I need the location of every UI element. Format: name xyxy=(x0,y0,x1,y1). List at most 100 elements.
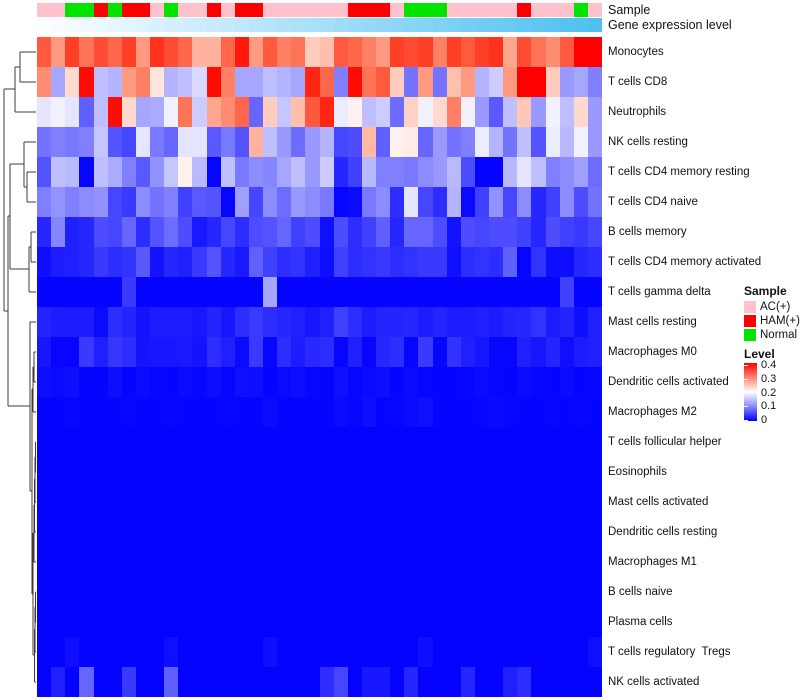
heatmap-cell xyxy=(135,607,150,637)
heatmap-cell xyxy=(418,367,433,397)
heatmap-cell xyxy=(263,577,278,607)
sample-annotation-cell xyxy=(192,3,207,17)
heatmap-cell xyxy=(192,37,207,67)
dendrogram-branch xyxy=(35,591,36,623)
heatmap-cell xyxy=(220,187,235,217)
heatmap-cell xyxy=(559,517,574,547)
heatmap-cell xyxy=(291,277,306,307)
heatmap-cell xyxy=(432,127,447,157)
heatmap-cell xyxy=(150,247,165,277)
heatmap-cell xyxy=(446,217,461,247)
row-label: Macrophages M2 xyxy=(608,406,697,418)
heatmap-cell xyxy=(347,427,362,457)
heatmap-cell xyxy=(107,337,122,367)
heatmap-cell xyxy=(220,127,235,157)
heatmap-cell xyxy=(192,187,207,217)
heatmap-cell xyxy=(559,487,574,517)
heatmap-cell xyxy=(93,217,108,247)
heatmap-cell xyxy=(545,247,560,277)
gene-annotation-cell xyxy=(51,18,66,32)
heatmap-cell xyxy=(277,457,292,487)
heatmap-cell xyxy=(51,307,66,337)
heatmap-cell xyxy=(474,487,489,517)
heatmap-cell xyxy=(192,97,207,127)
heatmap-cell xyxy=(150,157,165,187)
heatmap-cell xyxy=(517,607,532,637)
heatmap-cell xyxy=(107,67,122,97)
heatmap-cell xyxy=(121,637,136,667)
heatmap-cell xyxy=(503,397,518,427)
sample-annotation-cell xyxy=(404,3,419,17)
heatmap-cell xyxy=(333,397,348,427)
heatmap-cell xyxy=(121,37,136,67)
heatmap-cell xyxy=(234,187,249,217)
heatmap-cell xyxy=(121,457,136,487)
legend-sample-items: AC(+) HAM(+) Normal xyxy=(744,300,800,341)
heatmap-cell xyxy=(376,307,391,337)
sample-annotation-cell xyxy=(418,3,433,17)
heatmap-cell xyxy=(446,157,461,187)
heatmap-cell xyxy=(206,127,221,157)
heatmap-cell xyxy=(51,157,66,187)
heatmap-cell xyxy=(277,397,292,427)
heatmap-cell xyxy=(220,97,235,127)
heatmap-cell xyxy=(220,247,235,277)
heatmap-cell xyxy=(93,427,108,457)
heatmap-cell xyxy=(135,337,150,367)
heatmap-cell xyxy=(65,187,80,217)
heatmap-cell xyxy=(178,337,193,367)
heatmap-cell xyxy=(573,217,588,247)
heatmap-cell xyxy=(531,187,546,217)
heatmap-cell xyxy=(305,367,320,397)
heatmap-cell xyxy=(503,487,518,517)
heatmap-cell xyxy=(305,487,320,517)
heatmap-cell xyxy=(517,637,532,667)
sample-annotation-bar xyxy=(37,3,602,17)
heatmap-cell xyxy=(432,247,447,277)
heatmap-cell xyxy=(489,577,504,607)
gene-annotation-cell xyxy=(65,18,80,32)
heatmap-cell xyxy=(432,337,447,367)
level-tick-label: 0.1 xyxy=(761,400,777,413)
heatmap-cell xyxy=(192,127,207,157)
heatmap-cell xyxy=(376,427,391,457)
heatmap-cell xyxy=(319,217,334,247)
row-label: T cells CD4 naive xyxy=(608,196,698,208)
row-label: T cells gamma delta xyxy=(608,286,711,298)
heatmap-cell xyxy=(390,277,405,307)
row-label: B cells naive xyxy=(608,586,673,598)
gene-annotation-cell xyxy=(531,18,546,32)
heatmap-cell xyxy=(545,127,560,157)
heatmap-cell xyxy=(573,397,588,427)
heatmap-cell xyxy=(517,157,532,187)
heatmap-cell xyxy=(489,517,504,547)
heatmap-cell xyxy=(234,217,249,247)
dendrogram-branch xyxy=(19,51,36,83)
heatmap-cell xyxy=(65,217,80,247)
heatmap-cell xyxy=(248,157,263,187)
heatmap-cell xyxy=(418,337,433,367)
heatmap-cell xyxy=(559,577,574,607)
heatmap-cell xyxy=(404,667,419,697)
heatmap-cell xyxy=(376,577,391,607)
heatmap-cell xyxy=(531,577,546,607)
heatmap-cell xyxy=(192,577,207,607)
heatmap-cell xyxy=(121,607,136,637)
heatmap-cell xyxy=(37,607,52,637)
heatmap-cell xyxy=(474,637,489,667)
heatmap-cell xyxy=(220,667,235,697)
heatmap-cell xyxy=(178,577,193,607)
heatmap-cell xyxy=(517,97,532,127)
heatmap-cell xyxy=(319,637,334,667)
heatmap-cell xyxy=(206,547,221,577)
heatmap-cell xyxy=(418,667,433,697)
gene-annotation-cell xyxy=(587,18,602,32)
legend-color-swatch xyxy=(744,314,756,327)
heatmap-cell xyxy=(587,367,602,397)
heatmap-cell xyxy=(531,427,546,457)
heatmap-cell xyxy=(545,217,560,247)
heatmap-cell xyxy=(192,517,207,547)
heatmap-cell xyxy=(474,217,489,247)
heatmap-cell xyxy=(559,397,574,427)
heatmap-cell xyxy=(305,127,320,157)
